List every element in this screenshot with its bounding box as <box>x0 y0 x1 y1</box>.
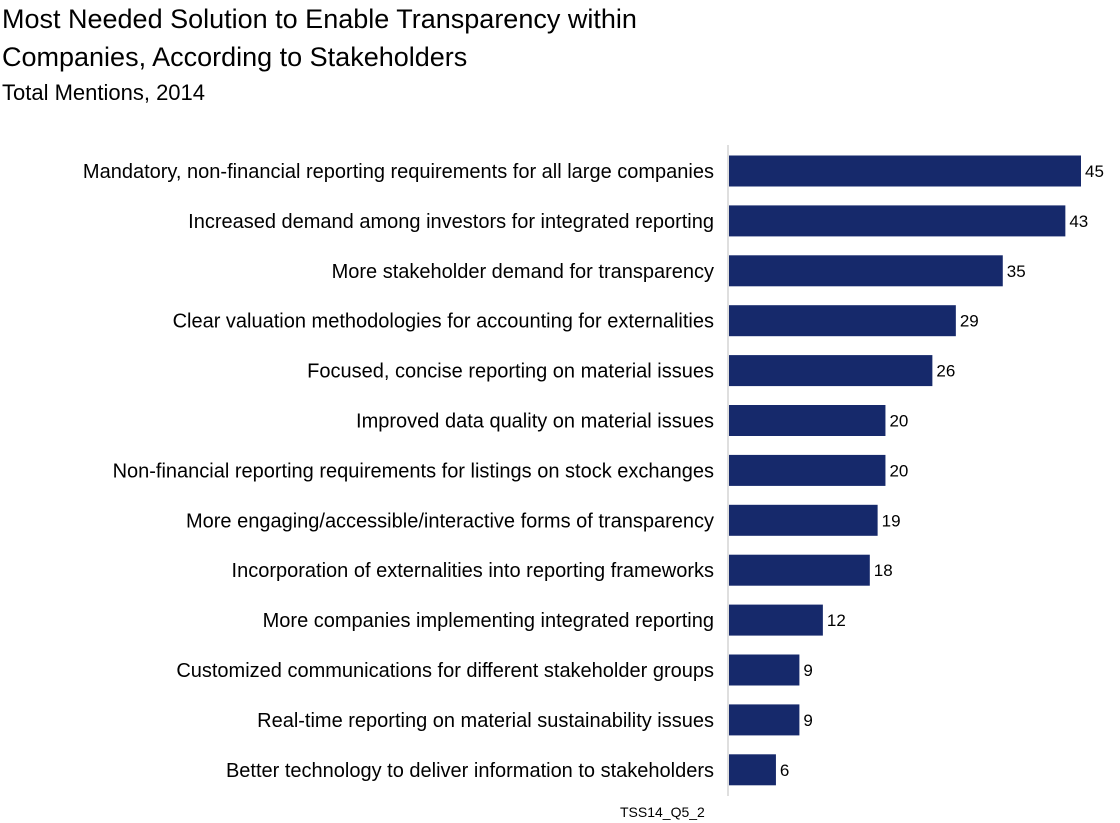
bar <box>729 704 800 736</box>
value-label: 29 <box>960 312 979 331</box>
value-label: 6 <box>780 761 789 780</box>
category-label: More stakeholder demand for transparency <box>332 261 714 283</box>
chart-title: Most Needed Solution to Enable Transpare… <box>2 4 637 72</box>
bar <box>729 255 1003 287</box>
value-label: 20 <box>889 412 908 431</box>
category-label: Mandatory, non-financial reporting requi… <box>83 161 714 183</box>
bar <box>729 405 886 436</box>
value-label: 20 <box>889 461 908 480</box>
bar <box>729 305 956 337</box>
value-label: 35 <box>1007 262 1026 281</box>
category-label: Improved data quality on material issues <box>356 411 714 433</box>
category-label: Real-time reporting on material sustaina… <box>257 710 714 732</box>
chart-subtitle: Total Mentions, 2014 <box>2 80 206 105</box>
source-code: TSS14_Q5_2 <box>620 804 705 820</box>
value-label: 45 <box>1085 162 1104 181</box>
category-label: More companies implementing integrated r… <box>263 610 714 632</box>
bar <box>729 604 823 636</box>
bar <box>729 504 878 536</box>
value-label: 18 <box>874 561 893 580</box>
bar <box>729 554 870 586</box>
category-label: Non-financial reporting requirements for… <box>113 460 714 482</box>
bar <box>729 654 800 686</box>
category-label: Focused, concise reporting on material i… <box>307 361 714 383</box>
value-label: 43 <box>1069 212 1088 231</box>
category-label: Clear valuation methodologies for accoun… <box>173 311 714 333</box>
category-label: Incorporation of externalities into repo… <box>232 560 714 582</box>
bar <box>729 355 933 387</box>
category-label: Better technology to deliver information… <box>226 760 714 782</box>
bar <box>729 205 1066 237</box>
value-label: 9 <box>803 711 812 730</box>
value-label: 9 <box>803 661 812 680</box>
value-label: 19 <box>882 511 901 530</box>
category-label: Customized communications for different … <box>176 660 714 682</box>
category-label: Increased demand among investors for int… <box>188 211 714 233</box>
bar <box>729 754 776 786</box>
value-label: 12 <box>827 611 846 630</box>
category-label: More engaging/accessible/interactive for… <box>186 510 714 532</box>
bar <box>729 454 886 486</box>
value-label: 26 <box>936 362 955 381</box>
bar <box>729 155 1081 187</box>
